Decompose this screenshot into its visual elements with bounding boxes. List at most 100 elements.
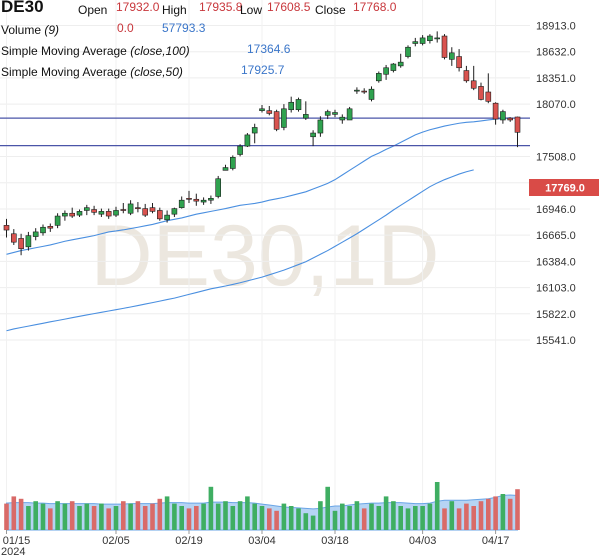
sma50-param: (close,50) — [130, 65, 183, 79]
sma-line-lower — [6, 169, 474, 332]
time-tick-label: 02/19 — [175, 535, 203, 547]
candle-up — [500, 111, 506, 121]
volume-bar — [252, 503, 257, 530]
candle-up — [251, 127, 258, 134]
candle-up — [208, 198, 214, 201]
candle-up — [259, 108, 265, 111]
volume-label: Volume — [1, 23, 42, 37]
candle-up — [164, 214, 170, 221]
close-label: Close — [315, 3, 346, 17]
candle-down — [273, 111, 280, 130]
candle-up — [222, 167, 229, 171]
volume-bar — [69, 501, 75, 530]
candle-up — [178, 199, 185, 208]
price-tag-box — [529, 179, 599, 196]
open-label: Open — [78, 3, 108, 17]
candle-up — [54, 215, 61, 226]
candle-up — [448, 52, 455, 60]
candle-up — [346, 108, 353, 121]
volume-bar — [40, 503, 46, 530]
volume-bar — [172, 503, 177, 530]
low-value: 17608.5 — [267, 0, 311, 14]
candle-down — [441, 35, 448, 58]
candle-up — [332, 112, 338, 115]
volume-bar — [77, 506, 82, 530]
candle-down — [361, 90, 368, 93]
candle-up — [237, 145, 243, 155]
candle-up — [40, 226, 46, 234]
volume-ma-value: 57793.3 — [162, 21, 206, 35]
price-tag: 17769.0 — [529, 179, 599, 196]
candle-up — [302, 114, 309, 119]
volume-legend[interactable]: Volume (9) — [1, 23, 59, 37]
volume-bar — [427, 503, 433, 530]
volume-bar — [442, 508, 447, 530]
volume-bar — [296, 508, 301, 530]
volume-bar — [478, 501, 484, 530]
time-tick-label: 02/05 — [102, 535, 130, 547]
sma50-legend[interactable]: Simple Moving Average (close,50) — [1, 65, 183, 79]
candle-down — [18, 238, 24, 249]
volume-bar — [223, 501, 228, 530]
candle-up — [295, 99, 302, 111]
candle-up — [200, 199, 207, 203]
volume-bar — [449, 501, 455, 530]
volume-bar — [113, 506, 119, 530]
candle-up — [25, 235, 32, 248]
candle-down — [492, 102, 499, 120]
candle-down — [193, 198, 200, 202]
volume-bar — [4, 503, 9, 530]
volume-bar — [26, 506, 31, 530]
volume-bar — [48, 508, 53, 530]
volume-bar — [288, 506, 294, 530]
watermark: DE30,1D — [91, 208, 440, 304]
candle-down — [507, 117, 514, 121]
volume-bar — [500, 494, 506, 530]
sma-line-upper — [6, 117, 511, 255]
volume-bar — [325, 486, 330, 530]
volume-bar — [486, 498, 491, 530]
candle-up — [383, 67, 389, 75]
volume-bar — [150, 503, 155, 530]
candle-up — [412, 41, 419, 44]
horizontal-lines — [0, 117, 530, 147]
year-label: 2024 — [1, 546, 25, 557]
volume-bar — [157, 498, 163, 530]
high-value: 17935.8 — [199, 0, 243, 14]
price-tick-label: 16946.0 — [536, 204, 576, 216]
volume-bar — [332, 510, 338, 530]
candle-down — [142, 208, 148, 216]
price-tick-label: 18351.0 — [536, 73, 576, 85]
volume-bar — [471, 506, 476, 530]
candle-down — [105, 211, 112, 217]
candle-down — [47, 226, 54, 229]
candle-up — [339, 116, 346, 121]
candle-down — [91, 209, 97, 213]
candle-down — [3, 225, 10, 231]
candle-up — [390, 63, 397, 71]
candle-up — [375, 73, 382, 82]
moving-averages — [6, 117, 511, 332]
volume-bar — [245, 496, 250, 530]
volume-bar — [281, 503, 287, 530]
candle-up — [324, 111, 331, 116]
sma100-legend[interactable]: Simple Moving Average (close,100) — [1, 44, 190, 58]
candle-up — [171, 208, 178, 215]
candle-down — [456, 56, 462, 69]
candle-up — [62, 212, 68, 217]
volume-bar — [99, 503, 104, 530]
candle-up — [405, 46, 411, 57]
candle-down — [135, 207, 141, 209]
volume-bar — [347, 506, 352, 530]
candle-up — [230, 156, 236, 169]
volume-bar — [142, 506, 148, 530]
candle-up — [127, 203, 134, 214]
volume-bar — [507, 498, 513, 530]
volume-bar — [456, 508, 462, 530]
candle-up — [397, 61, 404, 67]
volume-bar — [274, 510, 279, 530]
time-tick-label: 03/18 — [321, 535, 349, 547]
high-label: High — [162, 3, 187, 17]
sma50-value: 17925.7 — [241, 63, 285, 77]
